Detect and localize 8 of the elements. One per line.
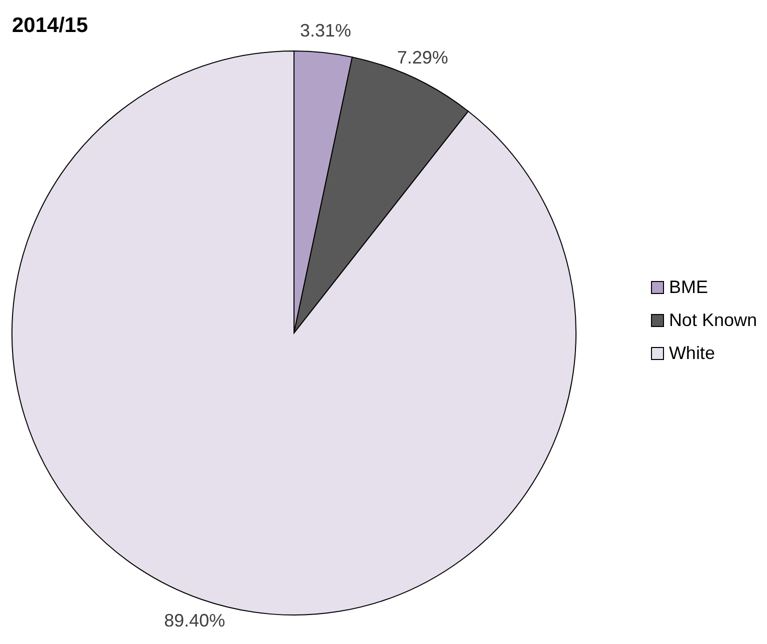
data-label: 7.29% [397,48,448,68]
data-label: 3.31% [300,20,352,41]
legend-label: Not Known [668,310,757,330]
data-label: 89.40% [164,610,226,630]
pie-slice [12,50,576,616]
chart-title: 2014/15 [12,14,88,38]
legend-label: BME [668,276,708,298]
legend-label: White [668,342,715,364]
